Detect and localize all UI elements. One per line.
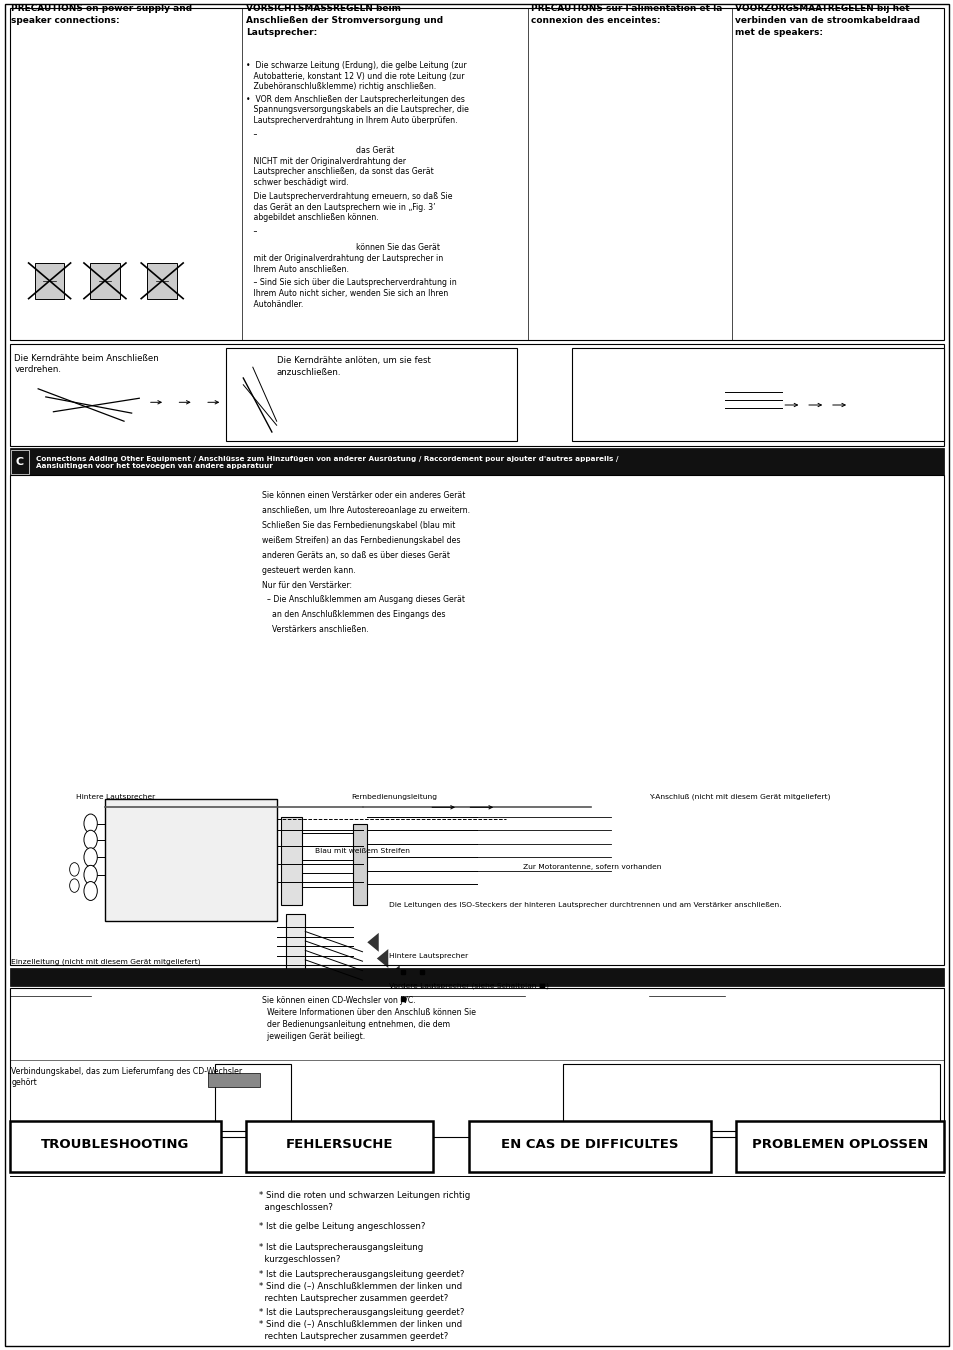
Text: Y-Anschluß (nicht mit diesem Gerät mitgeliefert): Y-Anschluß (nicht mit diesem Gerät mitge…: [648, 794, 829, 801]
Text: FEHLERSUCHE: FEHLERSUCHE: [286, 1138, 393, 1152]
Text: * Ist die Lautsprecherausgangsleitung
  kurzgeschlossen?: * Ist die Lautsprecherausgangsleitung ku…: [259, 1243, 423, 1264]
Text: TROUBLESHOOTING: TROUBLESHOOTING: [41, 1138, 190, 1152]
Text: Ihrem Auto anschließen.: Ihrem Auto anschließen.: [246, 265, 349, 274]
Text: EN CAS DE DIFFICULTES: EN CAS DE DIFFICULTES: [500, 1138, 679, 1152]
Text: an den Anschlußklemmen des Eingangs des: an den Anschlußklemmen des Eingangs des: [262, 610, 445, 620]
Text: – Sind Sie sich über die Lautsprecherverdrahtung in: – Sind Sie sich über die Lautsprecherver…: [246, 278, 456, 288]
Bar: [214, 1064, 291, 1131]
Polygon shape: [388, 965, 399, 984]
Text: PRECAUTIONS sur l'alimentation et la
connexion des enceintes:: PRECAUTIONS sur l'alimentation et la con…: [531, 4, 722, 24]
Text: Die Kerndrähte anlöten, um sie fest
anzuschließen.: Die Kerndrähte anlöten, um sie fest anzu…: [276, 356, 430, 377]
Bar: [10, 475, 943, 965]
Text: anderen Geräts an, so daß es über dieses Gerät: anderen Geräts an, so daß es über dieses…: [262, 551, 450, 560]
Bar: [148, 263, 176, 298]
Text: Connections Adding Other Equipment / Anschlüsse zum Hinzufügen von anderer Ausrü: Connections Adding Other Equipment / Ans…: [36, 456, 618, 468]
Text: * Ist die Lautsprecherausgangsleitung geerdet?
* Sind die (–) Anschlußklemmen de: * Ist die Lautsprecherausgangsleitung ge…: [259, 1270, 464, 1303]
Text: * Sind die roten und schwarzen Leitungen richtig
  angeschlossen?: * Sind die roten und schwarzen Leitungen…: [259, 1191, 470, 1211]
Circle shape: [84, 848, 97, 867]
Text: Hintere Lautsprecher: Hintere Lautsprecher: [389, 953, 468, 958]
Bar: [281, 817, 302, 905]
Bar: [10, 8, 943, 340]
Bar: [736, 1120, 943, 1172]
Text: –: –: [246, 227, 257, 236]
Text: Zubehöranschlußklemme) richtig anschließen.: Zubehöranschlußklemme) richtig anschließ…: [246, 82, 436, 92]
Text: VOORZORGSMAATREGELEN bij het
verbinden van de stroomkabeldraad
met de speakers:: VOORZORGSMAATREGELEN bij het verbinden v…: [734, 4, 919, 36]
Bar: [246, 1120, 433, 1172]
Bar: [10, 988, 943, 1137]
Bar: [10, 968, 943, 986]
Circle shape: [84, 830, 97, 849]
Text: Lautsprecherverdrahtung in Ihrem Auto überprüfen.: Lautsprecherverdrahtung in Ihrem Auto üb…: [246, 116, 457, 126]
Text: Lautsprecher anschließen, da sonst das Gerät: Lautsprecher anschließen, da sonst das G…: [246, 167, 434, 177]
Text: •  VOR dem Anschließen der Lautsprecherleitungen des: • VOR dem Anschließen der Lautsprecherle…: [246, 95, 464, 104]
Circle shape: [84, 882, 97, 900]
Text: Nur für den Verstärker:: Nur für den Verstärker:: [262, 580, 352, 590]
Text: •  Die schwarze Leitung (Erdung), die gelbe Leitung (zur: • Die schwarze Leitung (Erdung), die gel…: [246, 61, 466, 70]
Text: Hintere Lautsprecher: Hintere Lautsprecher: [76, 794, 155, 799]
Text: Spannungsversorgungskabels an die Lautsprecher, die: Spannungsversorgungskabels an die Lautsp…: [246, 105, 469, 115]
Text: anschließen, um Ihre Autostereoanlage zu erweitern.: anschließen, um Ihre Autostereoanlage zu…: [262, 506, 470, 516]
Text: PROBLEMEN OPLOSSEN: PROBLEMEN OPLOSSEN: [752, 1138, 927, 1152]
Text: schwer beschädigt wird.: schwer beschädigt wird.: [246, 178, 349, 188]
Text: Ihrem Auto nicht sicher, wenden Sie sich an Ihren: Ihrem Auto nicht sicher, wenden Sie sich…: [246, 289, 448, 298]
Text: Verstärkers anschließen.: Verstärkers anschließen.: [262, 625, 369, 634]
Text: Die Kerndrähte beim Anschließen
verdrehen.: Die Kerndrähte beim Anschließen verdrehe…: [14, 354, 159, 374]
Text: Blau mit weißem Streifen: Blau mit weißem Streifen: [314, 848, 410, 853]
Text: Fernbedienungsleitung: Fernbedienungsleitung: [351, 794, 436, 799]
Bar: [11, 450, 29, 474]
Text: PRECAUTIONS on power supply and
speaker connections:: PRECAUTIONS on power supply and speaker …: [11, 4, 193, 24]
Bar: [105, 799, 276, 921]
Text: Die Leitungen des ISO-Steckers der hinteren Lautsprecher durchtrennen und am Ver: Die Leitungen des ISO-Steckers der hinte…: [389, 902, 781, 907]
Text: Die Lautsprecherverdrahtung erneuern, so daß Sie: Die Lautsprecherverdrahtung erneuern, so…: [246, 192, 452, 201]
Text: Schließen Sie das Fernbedienungskabel (blau mit: Schließen Sie das Fernbedienungskabel (b…: [262, 521, 456, 531]
Text: Einzelleitung (nicht mit diesem Gerät mitgeliefert): Einzelleitung (nicht mit diesem Gerät mi…: [11, 958, 201, 965]
Text: Vordere Lautsprecher (siehe Schaltplan ■): Vordere Lautsprecher (siehe Schaltplan ■…: [389, 983, 549, 990]
Text: – Die Anschlußklemmen am Ausgang dieses Gerät: – Die Anschlußklemmen am Ausgang dieses …: [262, 595, 465, 605]
Text: das Gerät: das Gerät: [246, 146, 395, 155]
Bar: [91, 263, 119, 298]
Bar: [353, 824, 367, 905]
Text: * Ist die Lautsprecherausgangsleitung geerdet?
* Sind die (–) Anschlußklemmen de: * Ist die Lautsprecherausgangsleitung ge…: [259, 1308, 464, 1341]
Text: das Gerät an den Lautsprechern wie in „Fig. 3’: das Gerät an den Lautsprechern wie in „F…: [246, 202, 436, 212]
Text: VORSICHTSMASSREGELN beim
Anschließen der Stromversorgung und
Lautsprecher:: VORSICHTSMASSREGELN beim Anschließen der…: [246, 4, 443, 36]
Bar: [286, 914, 305, 979]
Bar: [226, 348, 517, 441]
Text: Sie können einen CD-Wechsler von JVC.
  Weitere Informationen über den Anschluß : Sie können einen CD-Wechsler von JVC. We…: [262, 996, 476, 1041]
Text: Sie können einen Verstärker oder ein anderes Gerät: Sie können einen Verstärker oder ein and…: [262, 491, 465, 501]
Bar: [10, 448, 943, 475]
Text: Verbindungskabel, das zum Lieferumfang des CD-Wechsler
gehört: Verbindungskabel, das zum Lieferumfang d…: [11, 1066, 242, 1087]
Circle shape: [84, 814, 97, 833]
Text: C: C: [16, 456, 24, 467]
Bar: [562, 1064, 939, 1131]
Text: NICHT mit der Originalverdrahtung der: NICHT mit der Originalverdrahtung der: [246, 157, 406, 166]
Text: Autobatterie, konstant 12 V) und die rote Leitung (zur: Autobatterie, konstant 12 V) und die rot…: [246, 72, 464, 81]
Text: können Sie das Gerät: können Sie das Gerät: [246, 243, 439, 252]
Bar: [572, 348, 943, 441]
Text: Autohändler.: Autohändler.: [246, 300, 303, 309]
Polygon shape: [376, 949, 388, 968]
Bar: [469, 1120, 710, 1172]
Polygon shape: [367, 933, 378, 952]
Bar: [35, 263, 64, 298]
Text: gesteuert werden kann.: gesteuert werden kann.: [262, 566, 355, 575]
Text: * Ist die gelbe Leitung angeschlossen?: * Ist die gelbe Leitung angeschlossen?: [259, 1222, 425, 1231]
Bar: [208, 1073, 260, 1087]
Circle shape: [84, 865, 97, 884]
Text: Zur Motorantenne, sofern vorhanden: Zur Motorantenne, sofern vorhanden: [522, 864, 660, 869]
Text: –: –: [246, 130, 257, 139]
Bar: [10, 344, 943, 446]
Text: abgebildet anschließen können.: abgebildet anschließen können.: [246, 213, 378, 223]
Bar: [10, 1120, 221, 1172]
Text: mit der Originalverdrahtung der Lautsprecher in: mit der Originalverdrahtung der Lautspre…: [246, 254, 443, 263]
Text: weißem Streifen) an das Fernbedienungskabel des: weißem Streifen) an das Fernbedienungska…: [262, 536, 460, 545]
